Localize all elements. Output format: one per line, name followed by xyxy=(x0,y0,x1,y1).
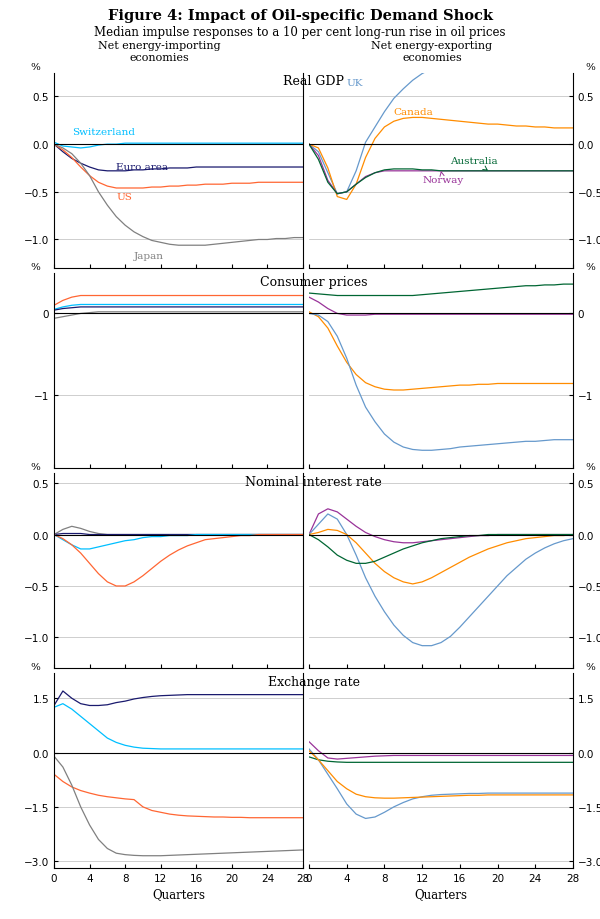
Text: Consumer prices: Consumer prices xyxy=(260,276,367,289)
Text: %: % xyxy=(585,62,595,72)
Text: %: % xyxy=(31,663,40,671)
Text: %: % xyxy=(585,263,595,271)
Text: Euro area: Euro area xyxy=(116,163,168,172)
Text: Canada: Canada xyxy=(394,108,434,118)
X-axis label: Quarters: Quarters xyxy=(415,888,467,901)
Text: %: % xyxy=(31,263,40,271)
Text: %: % xyxy=(31,62,40,72)
Text: Norway: Norway xyxy=(422,173,463,185)
Text: Real GDP: Real GDP xyxy=(283,75,344,88)
X-axis label: Quarters: Quarters xyxy=(152,888,205,901)
Text: US: US xyxy=(116,193,132,201)
Text: Net energy-importing
economies: Net energy-importing economies xyxy=(98,41,220,62)
Text: %: % xyxy=(585,663,595,671)
Text: Nominal interest rate: Nominal interest rate xyxy=(245,475,382,488)
Text: Switzerland: Switzerland xyxy=(72,129,135,137)
Text: Figure 4: Impact of Oil-specific Demand Shock: Figure 4: Impact of Oil-specific Demand … xyxy=(107,9,493,23)
Text: %: % xyxy=(585,462,595,471)
Text: Median impulse responses to a 10 per cent long-run rise in oil prices: Median impulse responses to a 10 per cen… xyxy=(94,26,506,39)
Text: Exchange rate: Exchange rate xyxy=(268,675,359,688)
Text: UK: UK xyxy=(347,79,363,88)
Text: Australia: Australia xyxy=(451,157,498,171)
Text: Japan: Japan xyxy=(134,252,164,261)
Text: Net energy-exporting
economies: Net energy-exporting economies xyxy=(371,41,493,62)
Text: %: % xyxy=(31,462,40,471)
